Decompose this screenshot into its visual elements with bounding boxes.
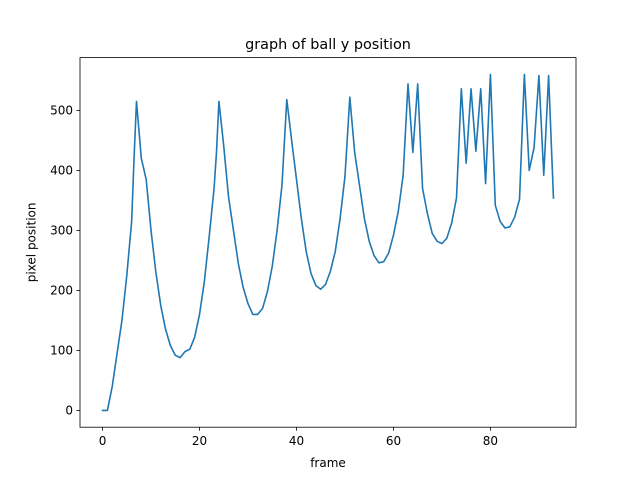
y-tick-label: 500	[50, 104, 73, 118]
y-tick-label: 100	[50, 344, 73, 358]
y-tick-label: 300	[50, 224, 73, 238]
x-tick-label: 40	[289, 434, 304, 448]
series-line	[101, 73, 555, 412]
x-tick-label: 20	[192, 434, 207, 448]
y-tick-label: 200	[50, 284, 73, 298]
y-tick-label: 400	[50, 164, 73, 178]
y-tick-label: 0	[65, 404, 73, 418]
y-axis-label: pixel position	[25, 203, 39, 283]
x-tick-label: 60	[386, 434, 401, 448]
plot-frame	[79, 57, 577, 428]
x-axis-ticks: 0 20 40 60 80	[99, 427, 498, 448]
y-axis-ticks: 0 100 200 300 400 500	[50, 104, 80, 418]
x-axis-label: frame	[310, 456, 346, 470]
chart-title: graph of ball y position	[245, 37, 411, 53]
x-tick-label: 80	[483, 434, 498, 448]
x-tick-label: 0	[99, 434, 107, 448]
